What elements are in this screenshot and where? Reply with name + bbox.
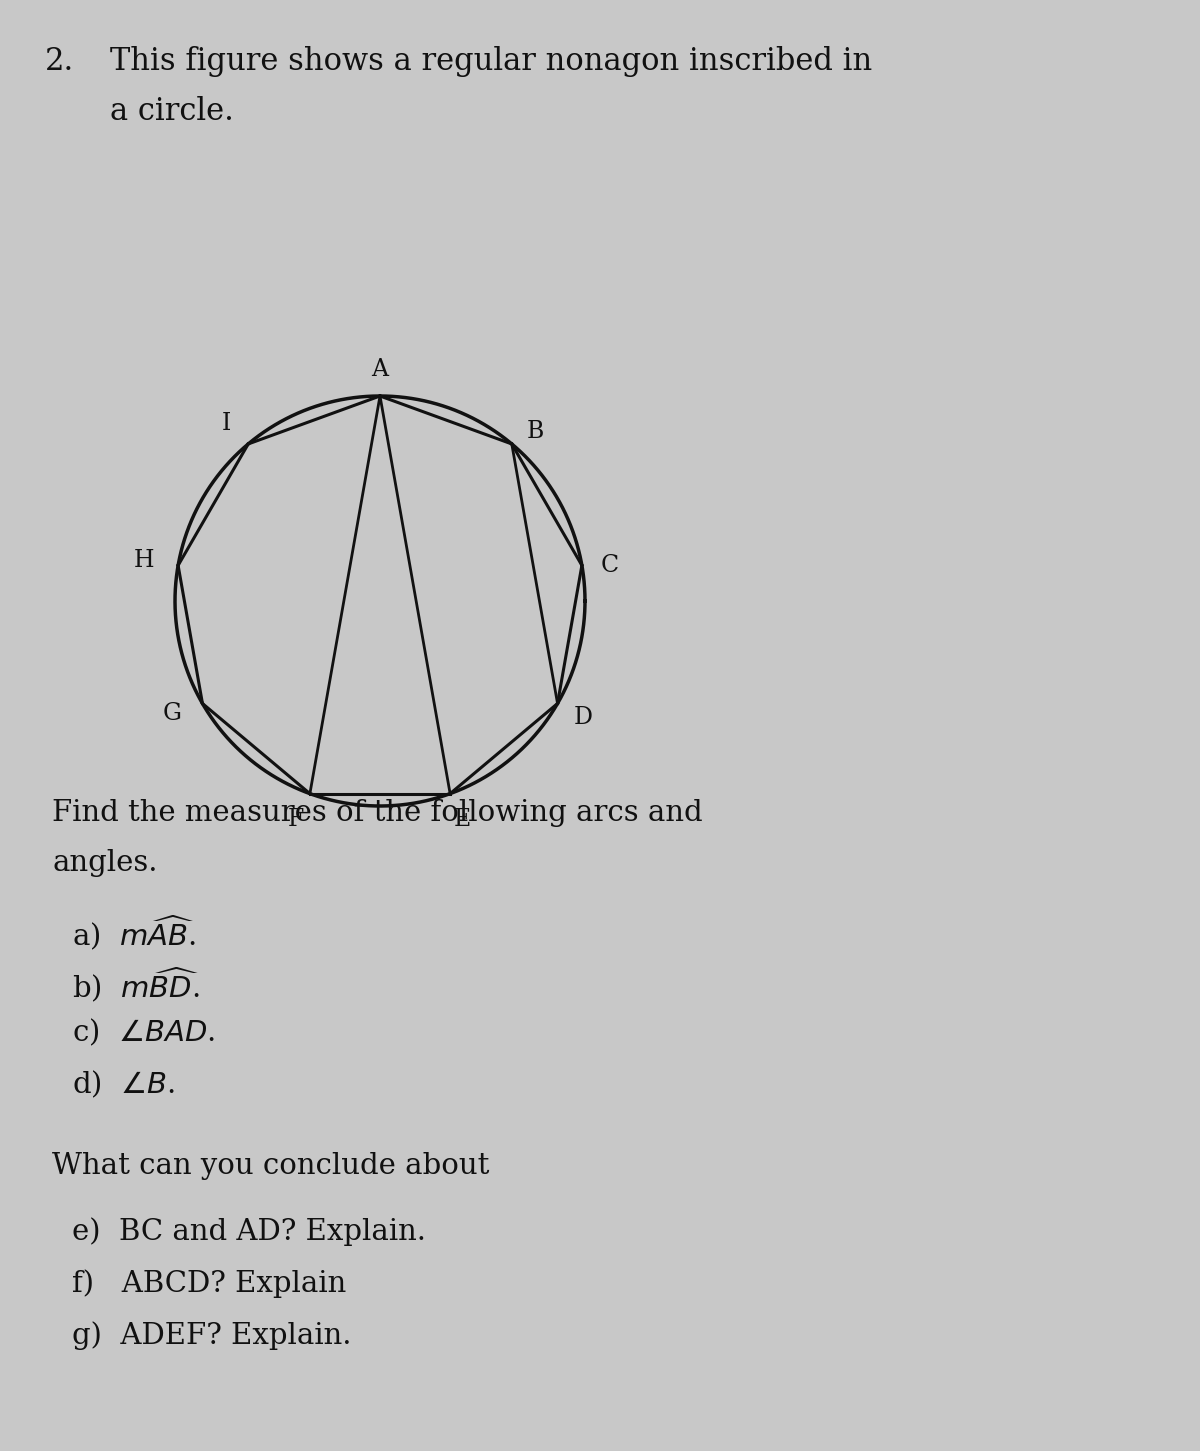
Text: I: I (222, 412, 230, 435)
Text: c)  $\angle BAD$.: c) $\angle BAD$. (72, 1017, 215, 1048)
Text: E: E (454, 808, 470, 831)
Text: H: H (134, 548, 155, 572)
Text: A: A (372, 358, 389, 382)
Text: G: G (163, 702, 182, 726)
Text: e)  BC and AD? Explain.: e) BC and AD? Explain. (72, 1217, 426, 1246)
Text: d)  $\angle B$.: d) $\angle B$. (72, 1069, 175, 1100)
Text: f)   ABCD? Explain: f) ABCD? Explain (72, 1270, 347, 1299)
Text: B: B (527, 421, 545, 444)
Text: Find the measures of the following arcs and: Find the measures of the following arcs … (52, 800, 703, 827)
Text: angles.: angles. (52, 849, 157, 876)
Text: a circle.: a circle. (110, 96, 234, 128)
Text: This figure shows a regular nonagon inscribed in: This figure shows a regular nonagon insc… (110, 46, 872, 77)
Text: D: D (574, 707, 593, 728)
Text: C: C (601, 554, 619, 577)
Text: F: F (288, 808, 304, 831)
Text: 2.: 2. (46, 46, 74, 77)
Text: g)  ADEF? Explain.: g) ADEF? Explain. (72, 1322, 352, 1349)
Text: What can you conclude about: What can you conclude about (52, 1152, 490, 1180)
Text: a)  $m\widehat{AB}$.: a) $m\widehat{AB}$. (72, 913, 196, 952)
Text: b)  $m\widehat{BD}$.: b) $m\widehat{BD}$. (72, 965, 200, 1004)
